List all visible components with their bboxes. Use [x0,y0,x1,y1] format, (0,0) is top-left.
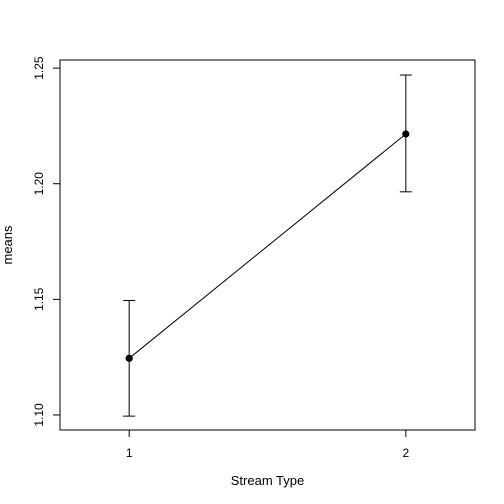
series-layer [123,74,412,417]
y-tick-label: 1.15 [32,287,46,311]
y-axis: 1.10 1.15 1.20 1.25 [32,56,61,427]
plot-area-frame [59,59,476,431]
x-tick-label: 1 [126,446,133,460]
x-axis-label: Stream Type [231,473,304,488]
series-line [128,133,407,359]
x-tick-label: 2 [402,446,409,460]
y-axis-label: means [0,225,15,265]
y-tick-label: 1.10 [32,403,46,427]
y-tick-label: 1.25 [32,56,46,80]
y-tick-label: 1.20 [32,172,46,196]
data-point [402,130,410,138]
data-point [125,354,133,362]
